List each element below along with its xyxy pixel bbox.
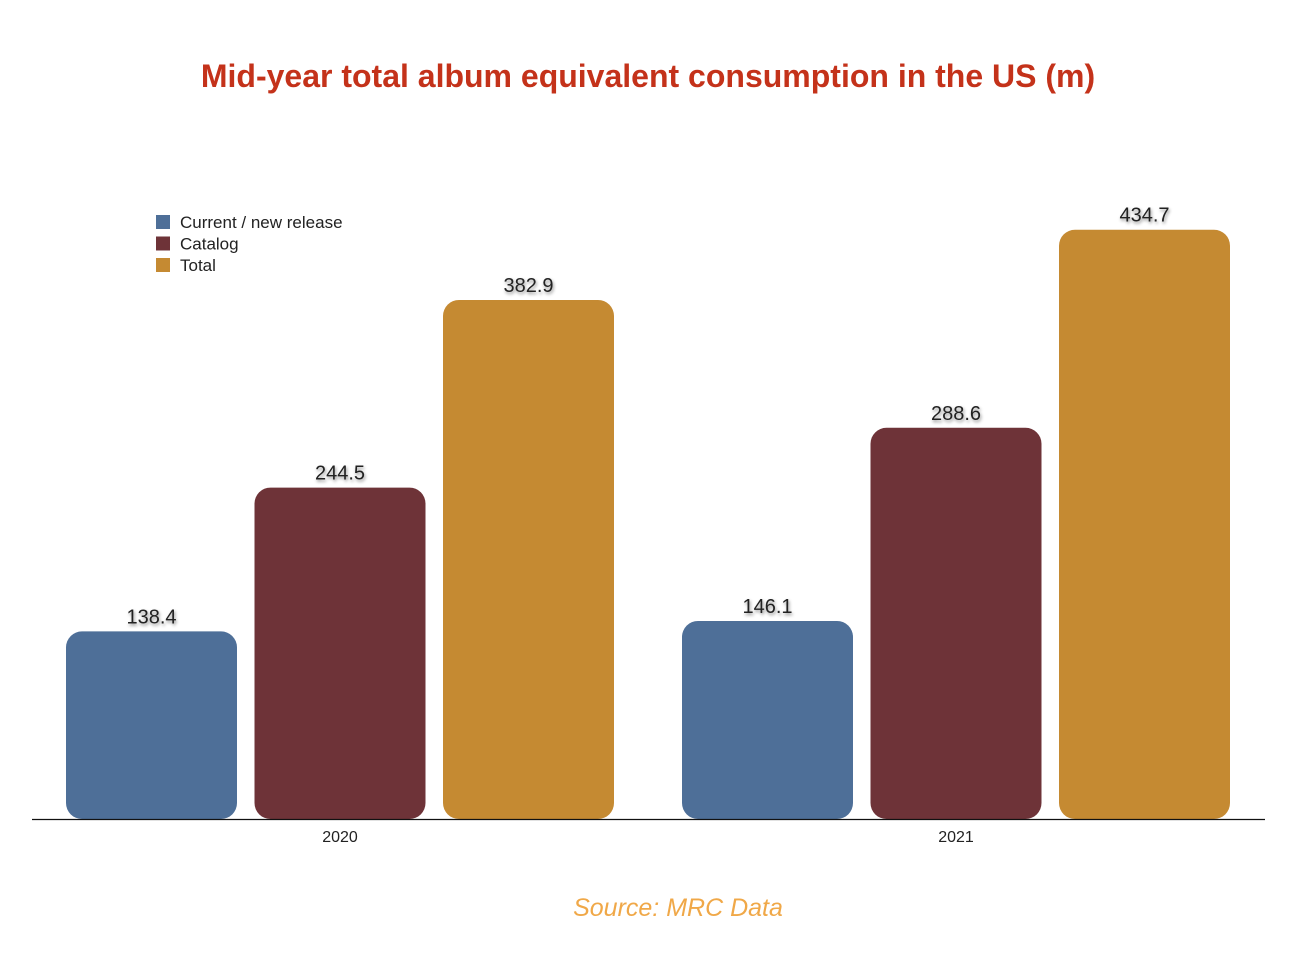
chart-title: Mid-year total album equivalent consumpt… [200, 58, 1096, 94]
bar-2021-1 [870, 427, 1042, 819]
legend-label: Total [180, 256, 216, 275]
legend-swatch [156, 215, 170, 229]
bar-2021-0 [682, 620, 853, 819]
source-note: Source: MRC Data [573, 894, 783, 922]
legend-label: Current / new release [180, 213, 343, 232]
bar-2020-1 [254, 487, 426, 819]
data-label: 434.7 [1119, 205, 1169, 227]
data-label: 146.1 [742, 596, 792, 618]
data-label: 382.9 [503, 275, 553, 297]
legend-swatch [156, 258, 170, 272]
legend-swatch [156, 236, 170, 251]
bar-2021-2 [1059, 229, 1230, 820]
x-tick-label: 2020 [322, 829, 358, 846]
data-label: 244.5 [315, 463, 365, 485]
bar-2020-2 [443, 299, 614, 819]
bar-2020-0 [66, 631, 237, 819]
data-label: 288.6 [931, 403, 981, 425]
data-label: 138.4 [126, 606, 176, 628]
x-tick-label: 2021 [938, 829, 974, 846]
legend-label: Catalog [180, 235, 239, 254]
